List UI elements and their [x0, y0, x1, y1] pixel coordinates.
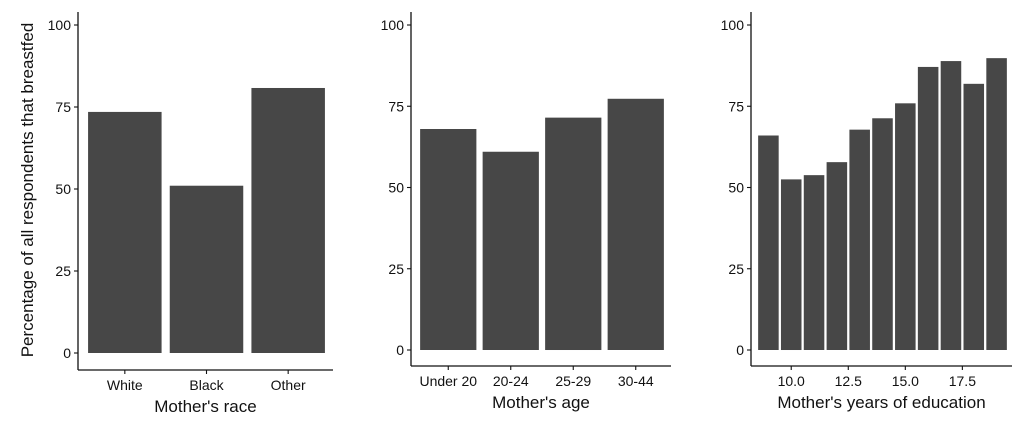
- bar: [88, 111, 162, 353]
- y-tick-label: 75: [55, 99, 71, 115]
- y-tick-label: 25: [55, 263, 71, 279]
- panel-mothers-education: 0 25 50 75 100 10.0 12.5 15.0 17.5 Mother's years…: [721, 12, 1012, 412]
- y-tick-label: 100: [381, 17, 405, 33]
- x-axis-title: Mother's age: [492, 393, 590, 412]
- bar: [482, 151, 539, 350]
- y-tick-label: 75: [388, 98, 404, 114]
- bar: [826, 162, 848, 350]
- bar: [940, 61, 962, 350]
- bar: [169, 185, 244, 353]
- bar: [780, 179, 802, 351]
- y-tick-label: 75: [728, 98, 744, 114]
- y-tick-label: 0: [736, 342, 744, 358]
- x-axis-title: Mother's years of education: [777, 393, 985, 412]
- y-tick-label: 100: [721, 17, 745, 33]
- x-tick-label: 10.0: [778, 373, 805, 389]
- bar: [895, 103, 916, 350]
- y-tick-label: 50: [728, 180, 744, 196]
- y-axis-title: Percentage of all respondents that breas…: [18, 23, 37, 358]
- bar: [607, 98, 664, 350]
- y-tick-label: 100: [48, 17, 72, 33]
- bar: [251, 87, 325, 353]
- x-tick-label: 20-24: [493, 373, 529, 389]
- x-tick-label: 12.5: [835, 373, 862, 389]
- y-tick-label: 50: [55, 181, 71, 197]
- x-tick-label: 15.0: [892, 373, 919, 389]
- y-tick-label: 0: [396, 342, 404, 358]
- x-tick-label: 30-44: [618, 373, 654, 389]
- bar: [803, 175, 825, 350]
- x-tick-label: 25-29: [555, 373, 591, 389]
- y-tick-label: 0: [63, 345, 71, 361]
- panel-mothers-race: 0 25 50 75 100 White Black Other Mother's race: [48, 12, 333, 416]
- y-tick-label: 25: [388, 261, 404, 277]
- x-tick-label: 17.5: [949, 373, 976, 389]
- x-tick-label: Other: [271, 377, 306, 393]
- bar: [758, 135, 779, 350]
- bar: [545, 117, 602, 351]
- y-tick-label: 25: [728, 261, 744, 277]
- x-tick-label: White: [107, 377, 143, 393]
- bar: [872, 118, 893, 350]
- bar: [420, 129, 477, 350]
- bar: [986, 58, 1007, 351]
- panel-mothers-age: 0 25 50 75 100 Under 20 20-24 25-29 30-44 Mother'…: [381, 12, 671, 412]
- x-tick-label: Under 20: [419, 373, 477, 389]
- bar: [917, 66, 939, 351]
- bar: [849, 129, 870, 350]
- x-tick-label: Black: [189, 377, 224, 393]
- x-axis-title: Mother's race: [154, 397, 256, 416]
- bar: [963, 83, 985, 350]
- y-tick-label: 50: [388, 180, 404, 196]
